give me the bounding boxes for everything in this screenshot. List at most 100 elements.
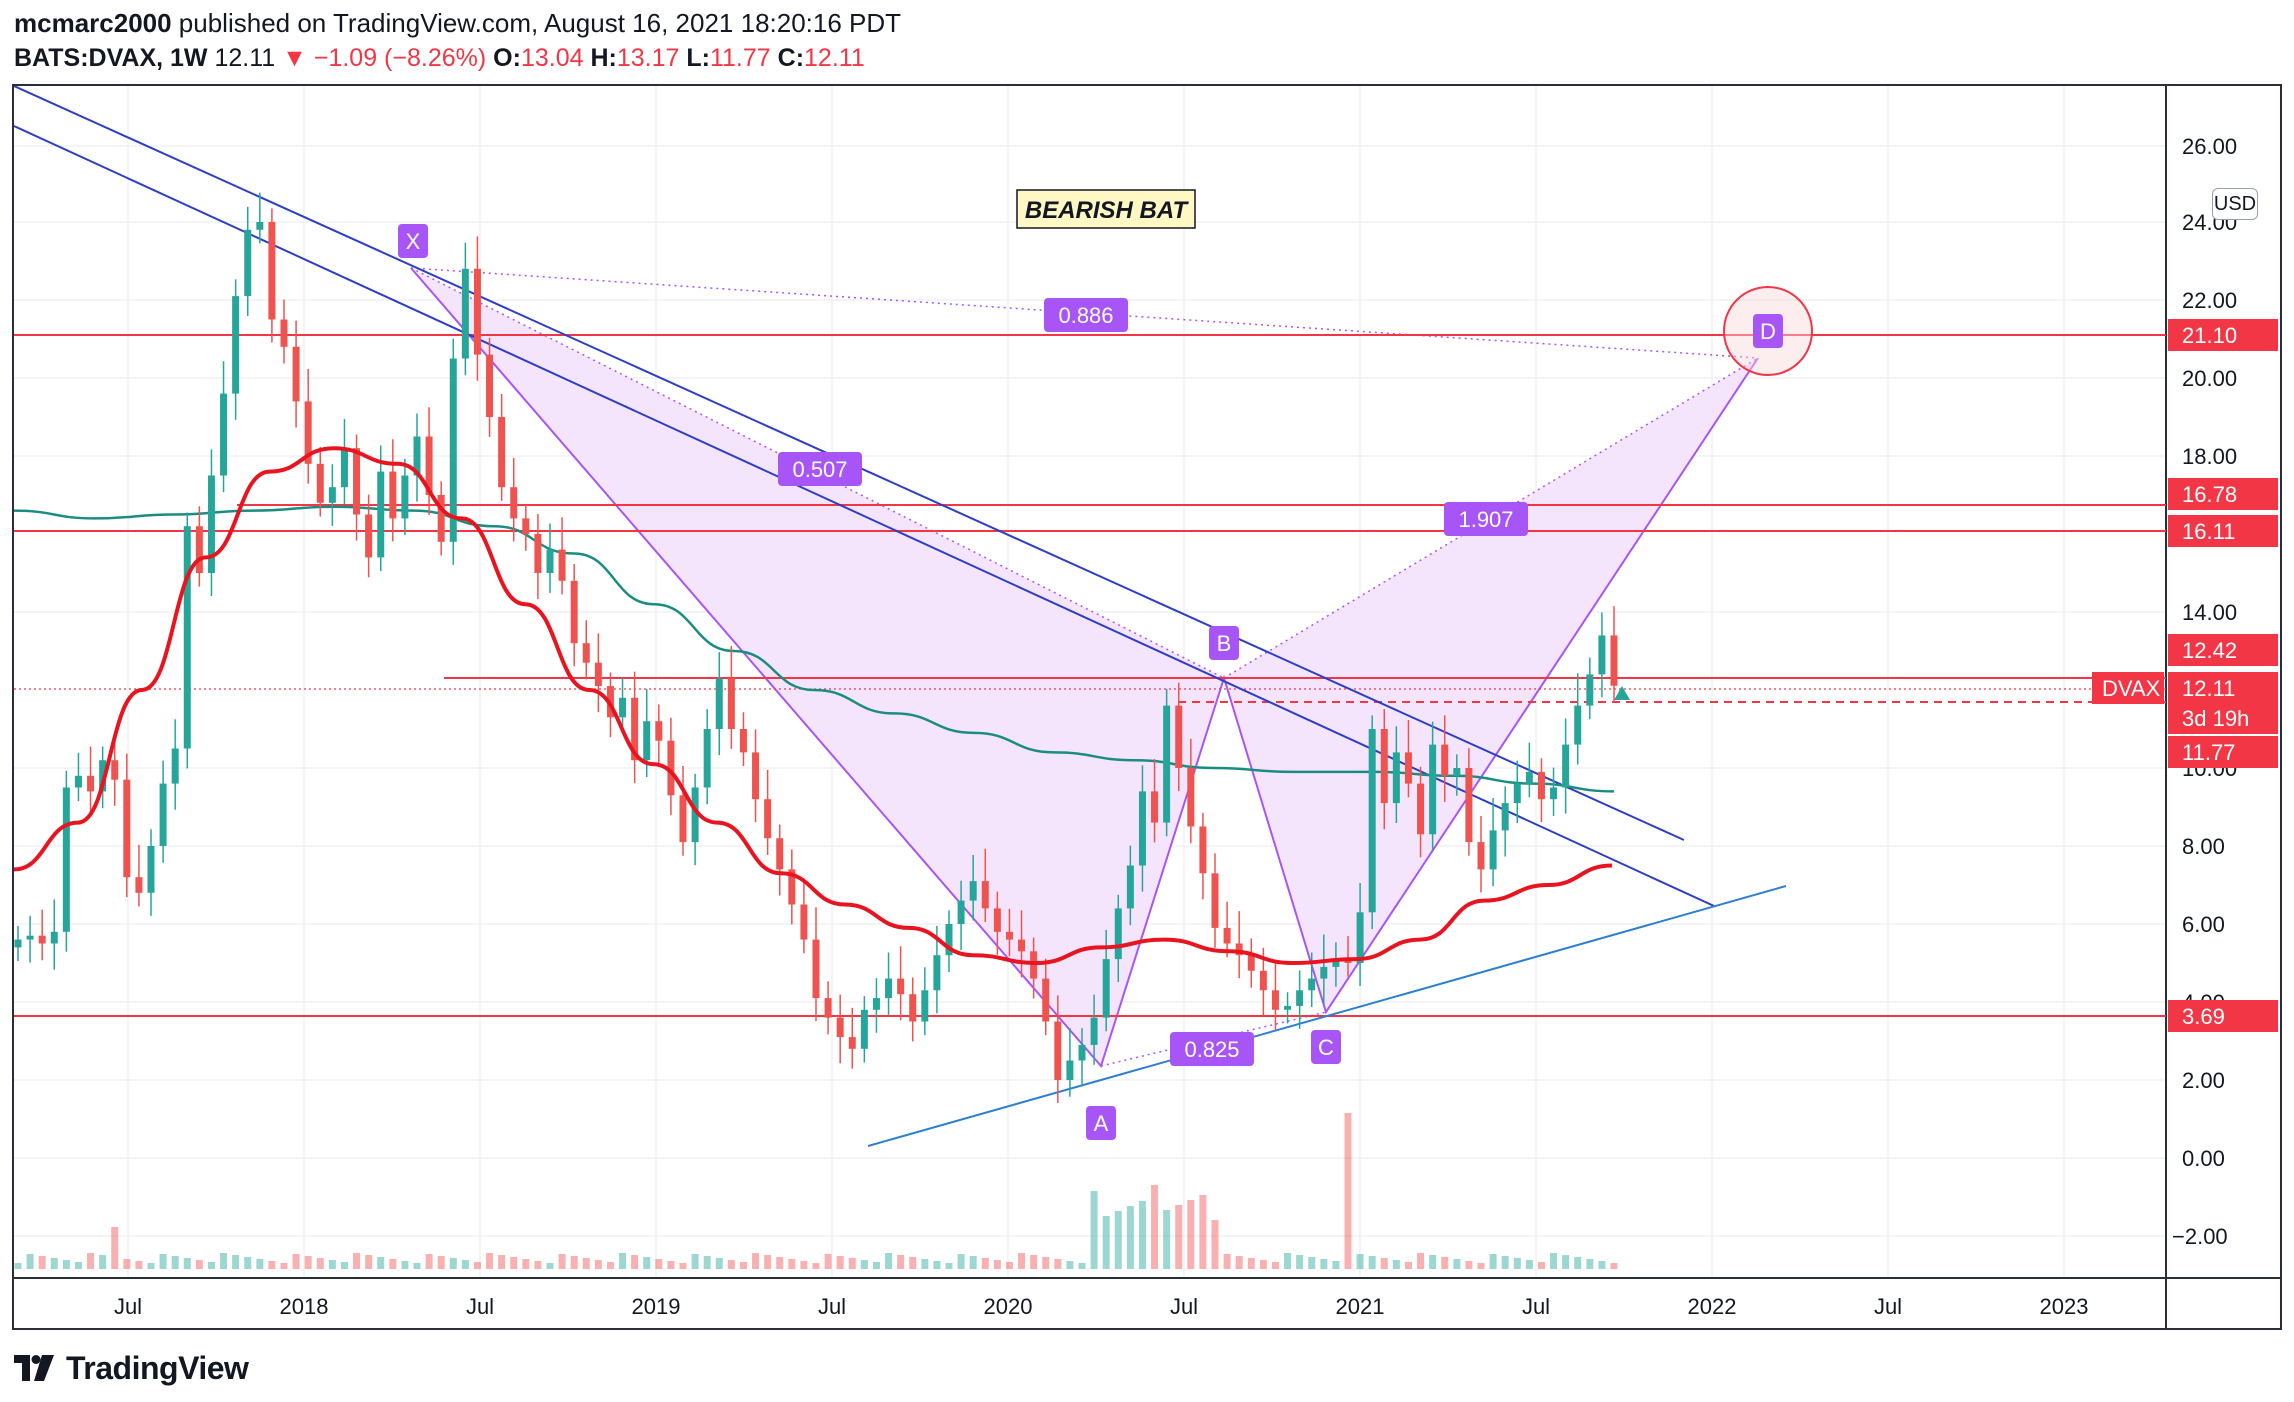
last-price-tag[interactable]: [2168, 672, 2278, 734]
volume-histogram: [14, 1113, 1618, 1269]
candle: [1126, 865, 1134, 909]
candle: [377, 471, 385, 558]
volume-bar: [437, 1256, 445, 1269]
close-value: 12.11: [804, 44, 865, 72]
candle: [207, 475, 215, 573]
point-d-badge[interactable]: [1753, 314, 1783, 348]
volume-bar: [244, 1257, 252, 1269]
volume-bar: [26, 1254, 34, 1269]
point-c-badge[interactable]: [1311, 1030, 1341, 1064]
candle: [280, 319, 288, 347]
ratio-0886-badge[interactable]: [1044, 298, 1128, 332]
volume-bar: [1489, 1254, 1497, 1269]
volume-bar: [183, 1258, 191, 1269]
price-tags[interactable]: 21.10 16.78 16.11 12.42 DVAX 12.11 3d 19…: [2092, 319, 2278, 1032]
candle: [340, 448, 348, 488]
candle: [123, 779, 131, 878]
volume-bar: [1247, 1258, 1255, 1269]
volume-bar: [1404, 1262, 1412, 1269]
candle: [1562, 744, 1570, 788]
candle: [74, 775, 82, 788]
open-label: O:: [493, 44, 521, 72]
candle: [292, 346, 300, 402]
volume-bar: [631, 1255, 639, 1269]
close-label: C:: [777, 44, 805, 72]
ratio-labels[interactable]: 0.886 0.507 1.907 0.825: [778, 298, 1528, 1066]
price-tag-16-78[interactable]: [2168, 478, 2278, 510]
candles: [14, 192, 1618, 1104]
point-d-label: D: [1760, 319, 1776, 344]
volume-bar: [171, 1256, 179, 1269]
ratio-1907-badge[interactable]: [1444, 502, 1528, 536]
candle: [921, 990, 929, 1022]
candle: [1223, 927, 1231, 944]
bat-pattern[interactable]: [410, 267, 1759, 1069]
candle: [534, 534, 542, 573]
volume-bar: [606, 1262, 614, 1269]
support-trend-line[interactable]: [867, 885, 1787, 1147]
volume-bar: [836, 1256, 844, 1269]
ratio-0507-badge[interactable]: [778, 452, 862, 486]
volume-bar: [1235, 1256, 1243, 1269]
candle: [824, 998, 832, 1018]
volume-bar: [1441, 1257, 1449, 1269]
candle: [1465, 768, 1473, 843]
price-tag-3-69[interactable]: [2168, 1000, 2278, 1032]
horizontal-levels[interactable]: [14, 334, 2166, 1017]
candle: [1187, 768, 1195, 827]
price-tag-21-10[interactable]: [2168, 319, 2278, 351]
volume-bar: [1005, 1262, 1013, 1269]
symbol-tag[interactable]: [2092, 672, 2164, 704]
publisher-name[interactable]: mcmarc2000: [14, 8, 172, 38]
candle: [679, 795, 687, 843]
volume-bar: [933, 1261, 941, 1269]
volume-bar: [848, 1258, 856, 1269]
volume-bar: [1114, 1211, 1122, 1269]
candle: [691, 787, 699, 843]
y-tick: 18.00: [2182, 444, 2237, 469]
volume-bar: [1199, 1195, 1207, 1269]
price-tag-12-42[interactable]: [2168, 634, 2278, 666]
tradingview-logo[interactable]: TradingView: [14, 1350, 249, 1386]
candle: [788, 869, 796, 905]
point-a-badge[interactable]: [1086, 1106, 1116, 1140]
currency-button[interactable]: USD: [2212, 188, 2258, 220]
change-arrow-icon: ▼: [282, 44, 307, 72]
pattern-title-box[interactable]: [1016, 189, 1196, 229]
point-x-badge[interactable]: [398, 224, 428, 258]
ma-slow-line: [14, 505, 1615, 793]
candle: [449, 358, 457, 542]
x-tick: Jul: [1874, 1294, 1902, 1319]
volume-bar: [1018, 1253, 1026, 1269]
volume-bar: [570, 1256, 578, 1269]
price-tag-16-11[interactable]: [2168, 515, 2278, 547]
volume-bar: [461, 1260, 469, 1269]
tradingview-logo-icon: [14, 1355, 54, 1381]
price-tag-11-77[interactable]: [2168, 736, 2278, 768]
symbol-tag-text: DVAX: [2102, 676, 2161, 701]
volume-bar: [1187, 1200, 1195, 1269]
x-axis-ticks[interactable]: Jul 2018 Jul 2019 Jul 2020 Jul 2021 Jul …: [114, 1294, 2089, 1319]
x-tick: 2021: [1336, 1294, 1385, 1319]
candle: [99, 760, 107, 792]
chart-svg[interactable]: X A B C D 0.886 0.507 1.907 0.825 BEARIS…: [14, 86, 2280, 1328]
volume-bar: [87, 1253, 95, 1269]
volume-bar: [401, 1261, 409, 1269]
volume-bar: [1344, 1113, 1352, 1269]
candle: [631, 697, 639, 761]
chart-frame[interactable]: X A B C D 0.886 0.507 1.907 0.825 BEARIS…: [12, 84, 2282, 1330]
ratio-0825-badge[interactable]: [1170, 1032, 1254, 1066]
point-b-badge[interactable]: [1209, 626, 1239, 660]
symbol-label[interactable]: BATS:DVAX, 1W: [14, 44, 208, 72]
y-axis-ticks[interactable]: 26.00 24.00 22.00 20.00 18.00 14.00 10.0…: [2172, 134, 2237, 1249]
volume-bar: [667, 1261, 675, 1269]
volume-bar: [1054, 1259, 1062, 1269]
volume-bar: [1356, 1254, 1364, 1269]
volume-bar: [1332, 1261, 1340, 1269]
volume-bar: [1223, 1254, 1231, 1269]
candle: [570, 580, 578, 644]
y-tick: 2.00: [2182, 1068, 2225, 1093]
volume-bar: [776, 1257, 784, 1269]
pattern-point-labels[interactable]: X A B C D: [398, 224, 1783, 1140]
volume-bar: [1078, 1263, 1086, 1269]
